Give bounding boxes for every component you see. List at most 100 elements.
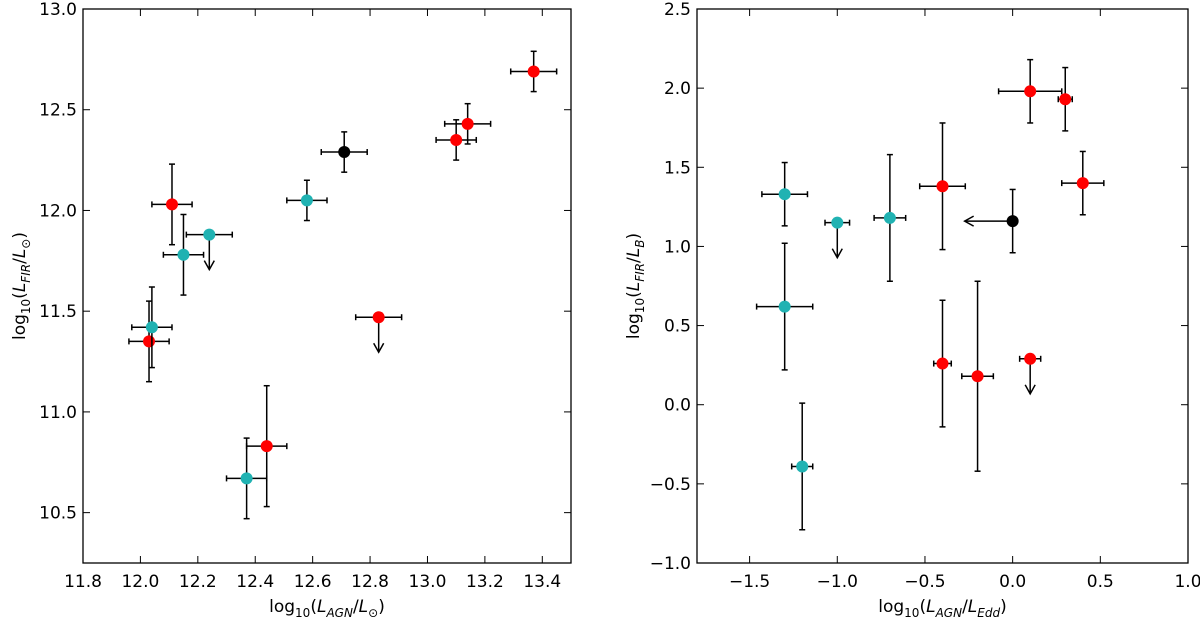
marker-cyan	[240, 472, 253, 485]
x-limit-arrowhead	[963, 215, 975, 227]
data-point	[755, 242, 814, 371]
x-tick-label: 12.8	[351, 572, 389, 592]
y-tick-label: 11.0	[39, 403, 77, 423]
data-point	[443, 102, 492, 145]
marker-cyan	[831, 216, 844, 229]
y-tick-label: 1.5	[664, 158, 691, 178]
data-point	[790, 402, 814, 531]
marker-red	[936, 357, 949, 370]
data-point	[918, 122, 967, 251]
x-axis-label-den: L	[968, 597, 977, 617]
data-point	[354, 311, 403, 354]
marker-red	[461, 117, 474, 130]
x-axis-label-open: (	[310, 597, 317, 617]
y-axis-label-base: log	[10, 314, 30, 340]
upper-limit-arrowhead	[203, 260, 215, 272]
y-tick-label: 2.0	[664, 79, 691, 99]
marker-black	[338, 146, 351, 159]
data-point	[1018, 352, 1042, 396]
y-axis-label-den-sub: ⊙	[19, 239, 33, 249]
x-tick-label: 13.0	[409, 572, 447, 592]
marker-red	[1024, 352, 1037, 365]
y-tick-label: 11.5	[39, 302, 77, 322]
right-scatter-panel: −1.5 −1.0 −0.5 0.0 0.5 1.0 −1.0 −0.5 0.0 0.5 1.0 1.…	[624, 0, 1200, 617]
marker-red	[936, 180, 949, 193]
data-point	[824, 216, 851, 260]
x-tick-label: 0.0	[999, 572, 1026, 592]
upper-limit-arrowhead	[373, 342, 385, 354]
x-axis-label-num: L	[926, 597, 935, 617]
data-point	[1060, 150, 1105, 216]
x-axis-label-sub: 10	[904, 606, 919, 617]
y-axis-label-slash: /	[10, 258, 30, 264]
x-tick-label: 12.2	[179, 572, 217, 592]
y-axis-label: log10(LFIR/LB)	[624, 233, 647, 339]
x-axis-label-num: L	[317, 597, 326, 617]
x-tick-label: −0.5	[904, 572, 945, 592]
y-tick-label: −0.5	[650, 475, 691, 495]
data-point	[1057, 66, 1074, 132]
x-axis-label-den: L	[359, 597, 368, 617]
x-axis-label: log10(LAGN/LEdd)	[878, 597, 1007, 617]
data-point	[435, 119, 478, 161]
data-point	[225, 437, 268, 520]
data-point	[932, 299, 953, 428]
y-tick-label: 0.5	[664, 317, 691, 337]
x-axis-label: log10(LAGN/L⊙)	[269, 597, 385, 617]
plot-frame	[696, 8, 1189, 564]
upper-limit-arrowhead	[1024, 384, 1036, 396]
x-axis-label-base: log	[269, 597, 295, 617]
marker-red	[165, 198, 178, 211]
marker-black	[1006, 215, 1019, 228]
y-tick-label: 2.5	[664, 0, 691, 20]
marker-cyan	[778, 188, 791, 201]
x-axis-label-num-sub: AGN	[325, 606, 353, 617]
x-tick-label: 11.8	[64, 572, 102, 592]
marker-cyan	[177, 248, 190, 261]
marker-cyan	[300, 194, 313, 207]
data-point	[997, 58, 1063, 124]
y-tick-label: 0.0	[664, 396, 691, 416]
x-axis-label-slash: /	[962, 597, 968, 617]
data-point	[320, 131, 368, 173]
data-point	[128, 300, 170, 383]
x-tick-label: 13.4	[523, 572, 561, 592]
upper-limit-arrowhead	[831, 248, 843, 260]
data-point	[963, 188, 1019, 254]
data-point	[509, 50, 558, 93]
y-tick-label: 12.0	[39, 201, 77, 221]
x-tick-label: 13.2	[466, 572, 504, 592]
marker-cyan	[883, 211, 896, 224]
data-point	[185, 228, 234, 272]
marker-red	[143, 335, 156, 348]
y-axis-label-den: L	[624, 248, 644, 257]
x-tick-label: 12.4	[236, 572, 274, 592]
x-axis-label-den-sub: Edd	[977, 606, 1000, 617]
y-axis-label-den: L	[10, 249, 30, 258]
x-axis-label-sub: 10	[295, 606, 310, 617]
y-tick-label: 1.0	[664, 237, 691, 257]
x-axis-label-open: (	[919, 597, 926, 617]
data-point	[961, 280, 995, 472]
y-tick-label: 13.0	[39, 0, 77, 20]
marker-cyan	[203, 228, 216, 241]
marker-red	[971, 370, 984, 383]
marker-red	[1024, 85, 1037, 98]
x-axis-label-num-sub: AGN	[935, 606, 963, 617]
data-point	[245, 384, 288, 508]
y-axis-label-close: )	[10, 232, 30, 239]
y-axis-label-num-sub: FIR	[633, 263, 647, 282]
y-axis-label-open: (	[10, 292, 30, 299]
x-tick-label: −1.0	[817, 572, 858, 592]
x-tick-label: 12.6	[294, 572, 332, 592]
x-tick-label: 12.0	[121, 572, 159, 592]
marker-red	[450, 133, 463, 146]
y-axis-label-den-sub: B	[633, 240, 647, 248]
y-axis-label-sub: 10	[19, 299, 33, 314]
y-tick-label: −1.0	[650, 554, 691, 574]
marker-red	[260, 440, 273, 453]
y-axis-label-open: (	[624, 291, 644, 298]
x-axis-label-slash: /	[353, 597, 359, 617]
marker-cyan	[145, 321, 158, 334]
y-axis-label-sub: 10	[633, 298, 647, 313]
